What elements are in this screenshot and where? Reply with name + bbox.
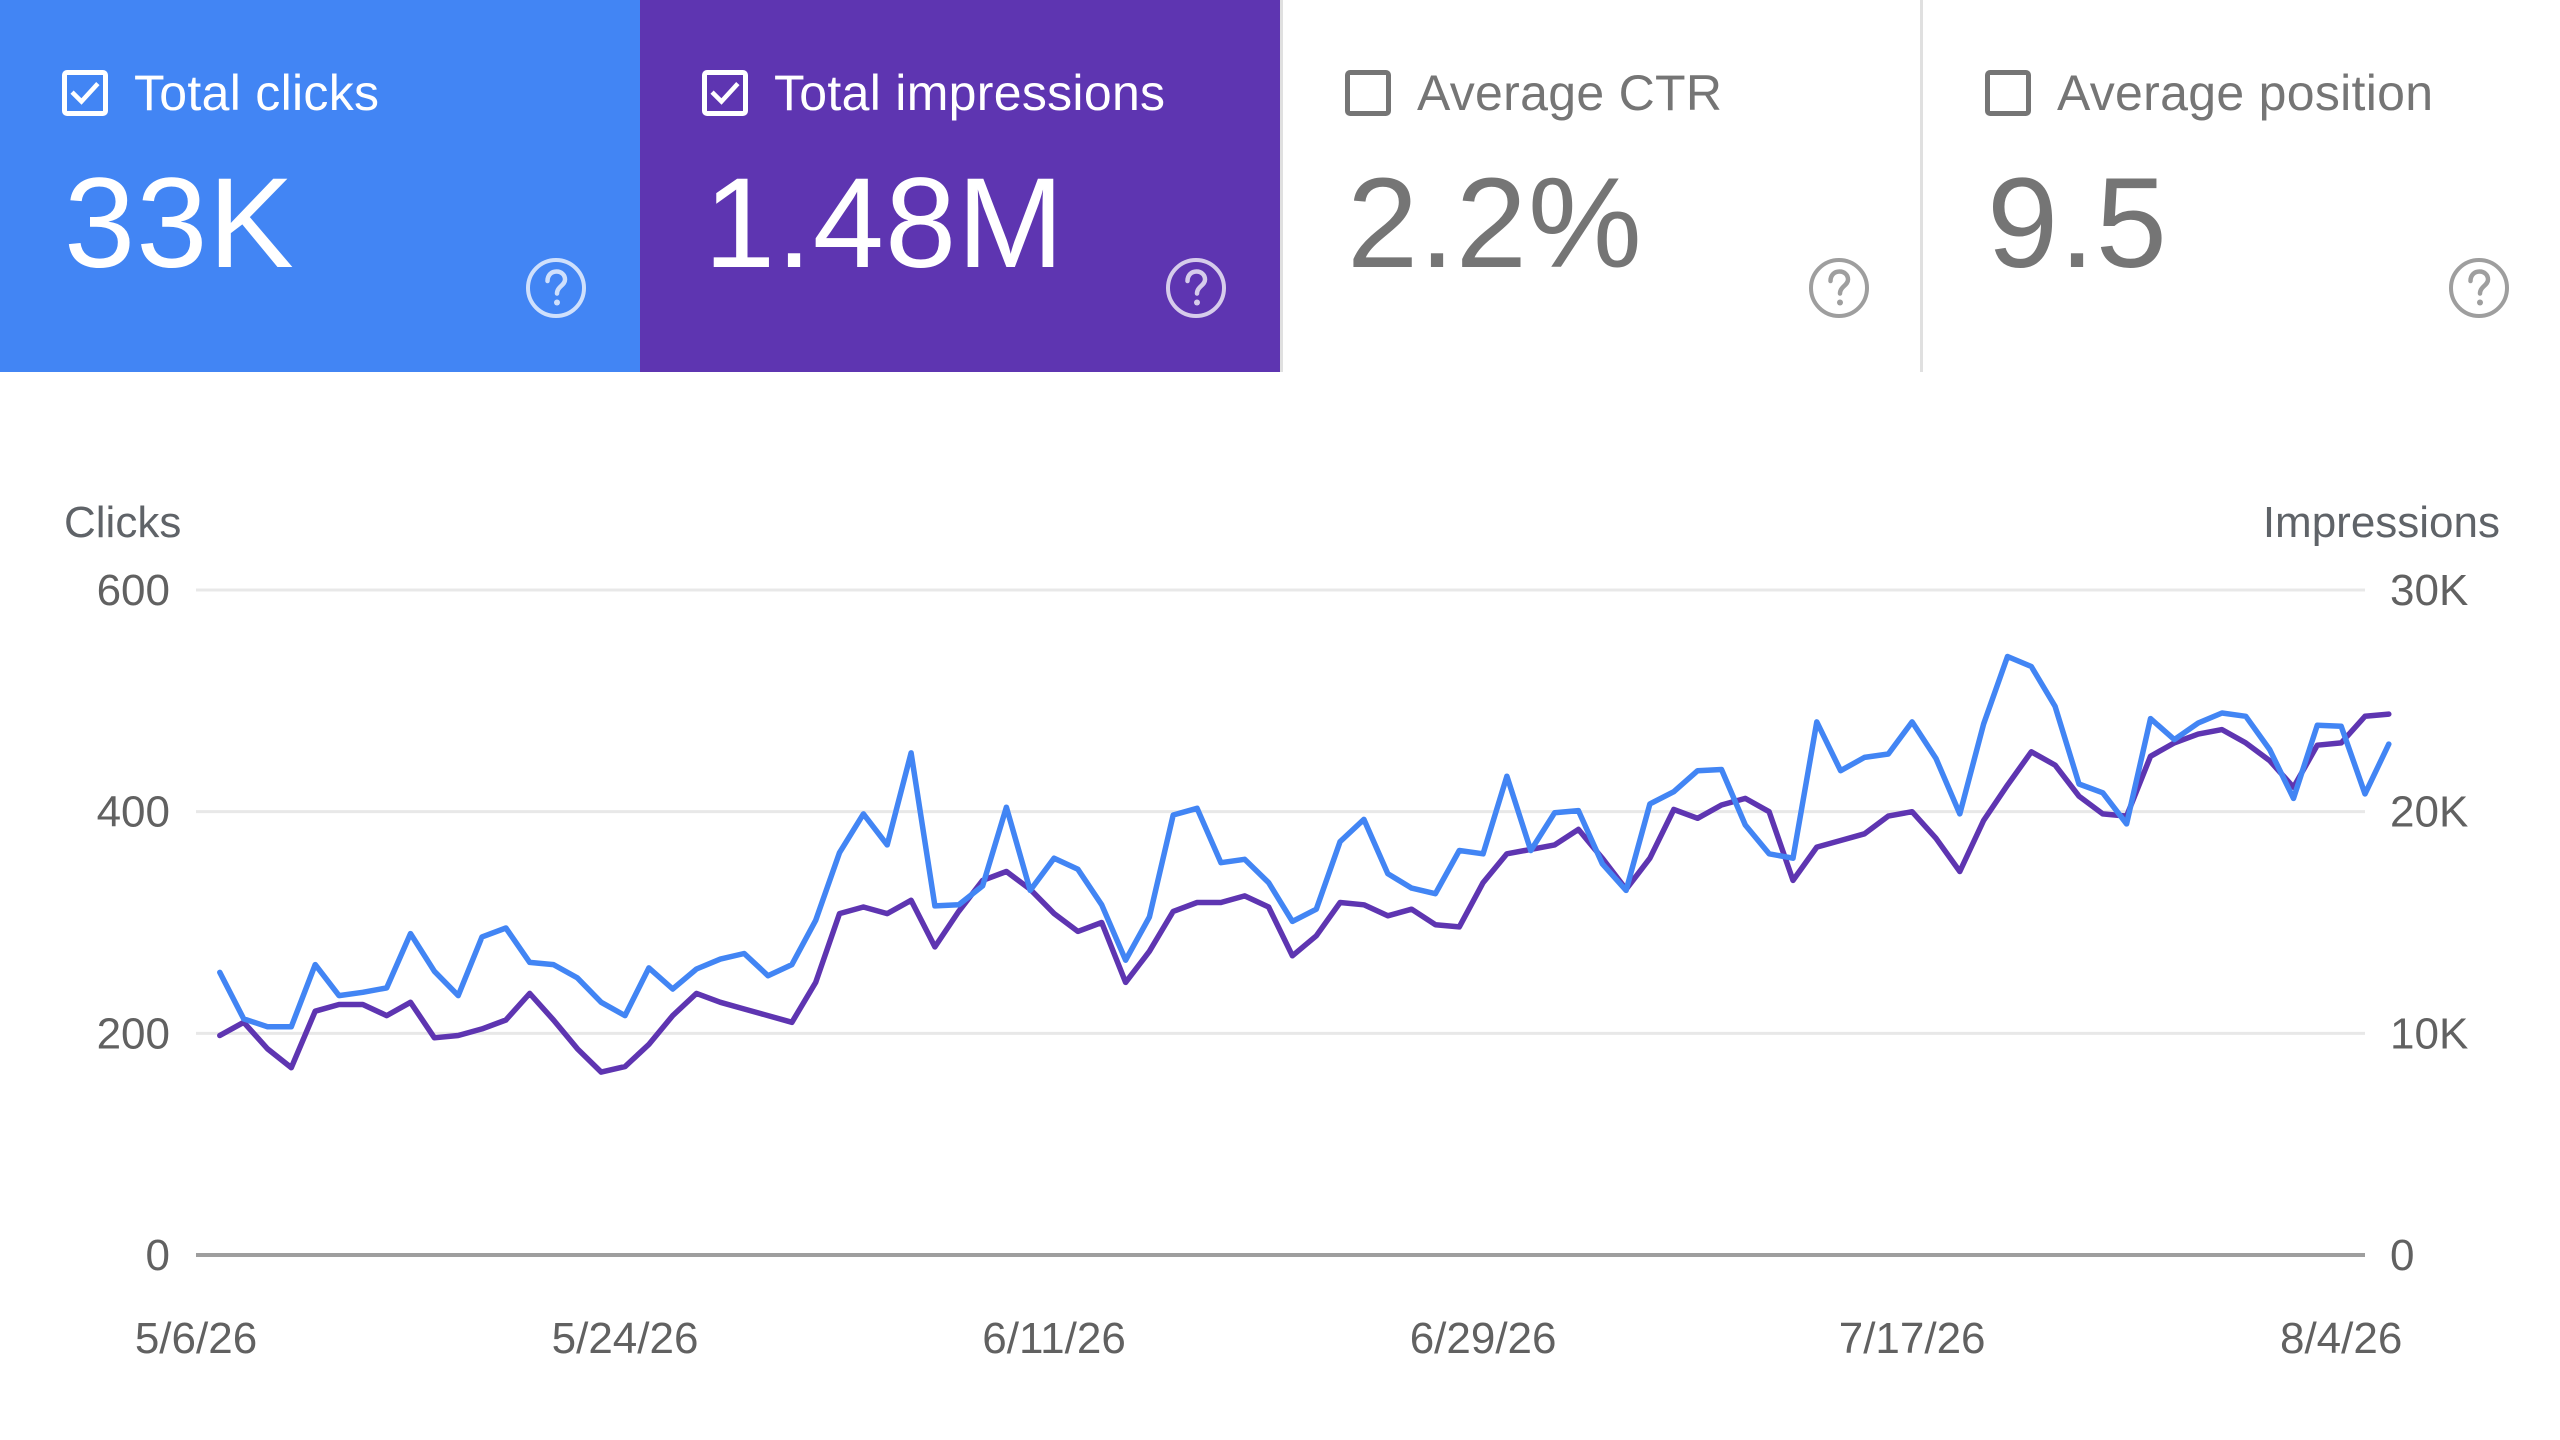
checkbox-checked-icon[interactable] [62, 70, 108, 116]
card-average-ctr[interactable]: Average CTR 2.2% [1280, 0, 1920, 372]
card-total-impressions[interactable]: Total impressions 1.48M [640, 0, 1280, 372]
card-header: Average CTR [1345, 64, 1722, 122]
series-line-impressions [217, 711, 2392, 1075]
x-tick-label: 6/29/26 [1410, 1314, 1557, 1363]
y-tick-label-left: 0 [146, 1231, 170, 1280]
x-tick-label: 5/24/26 [552, 1314, 699, 1363]
help-circle-icon[interactable] [1164, 256, 1228, 320]
x-tick-label: 5/6/26 [135, 1314, 257, 1363]
checkbox-unchecked-icon[interactable] [1345, 70, 1391, 116]
card-value: 2.2% [1347, 152, 1643, 295]
x-tick-label: 6/11/26 [982, 1314, 1126, 1363]
chart-canvas: Clicks Impressions 0 0 200 10K 400 20K 600 30K 5… [64, 498, 2500, 1363]
card-average-position[interactable]: Average position 9.5 [1920, 0, 2560, 372]
x-tick-label: 7/17/26 [1839, 1314, 1986, 1363]
help-circle-icon[interactable] [524, 256, 588, 320]
card-value: 33K [64, 152, 295, 295]
help-circle-icon[interactable] [2447, 256, 2511, 320]
y-tick-label-right: 10K [2390, 1009, 2468, 1058]
card-total-clicks[interactable]: Total clicks 33K [0, 0, 640, 372]
y-tick-label-left: 600 [97, 566, 170, 615]
card-header: Total clicks [62, 64, 379, 122]
checkbox-unchecked-icon[interactable] [1985, 70, 2031, 116]
card-header: Total impressions [702, 64, 1165, 122]
y-tick-label-right: 20K [2390, 788, 2468, 837]
help-circle-icon[interactable] [1807, 256, 1871, 320]
x-tick-label: 8/4/26 [2280, 1314, 2402, 1363]
card-label: Average position [2057, 65, 2434, 121]
card-label: Total impressions [774, 65, 1166, 121]
checkbox-checked-icon[interactable] [702, 70, 748, 116]
card-label: Total clicks [134, 65, 380, 121]
y-axis-title-left: Clicks [64, 498, 181, 547]
series-line-clicks [217, 653, 2392, 1030]
card-header: Average position [1985, 64, 2433, 122]
y-axis-title-right: Impressions [2263, 498, 2500, 547]
card-label: Average CTR [1417, 65, 1723, 121]
performance-chart: Clicks Impressions 0 0 200 10K 400 20K 600 30K 5… [0, 372, 2560, 1440]
card-value: 1.48M [704, 152, 1065, 295]
metric-cards: Total clicks 33K Total impressions 1.48M… [0, 0, 2560, 372]
y-tick-label-left: 400 [97, 788, 170, 837]
card-value: 9.5 [1987, 152, 2168, 295]
y-tick-label-right: 30K [2390, 566, 2468, 615]
y-tick-label-right: 0 [2390, 1231, 2414, 1280]
y-tick-label-left: 200 [97, 1009, 170, 1058]
